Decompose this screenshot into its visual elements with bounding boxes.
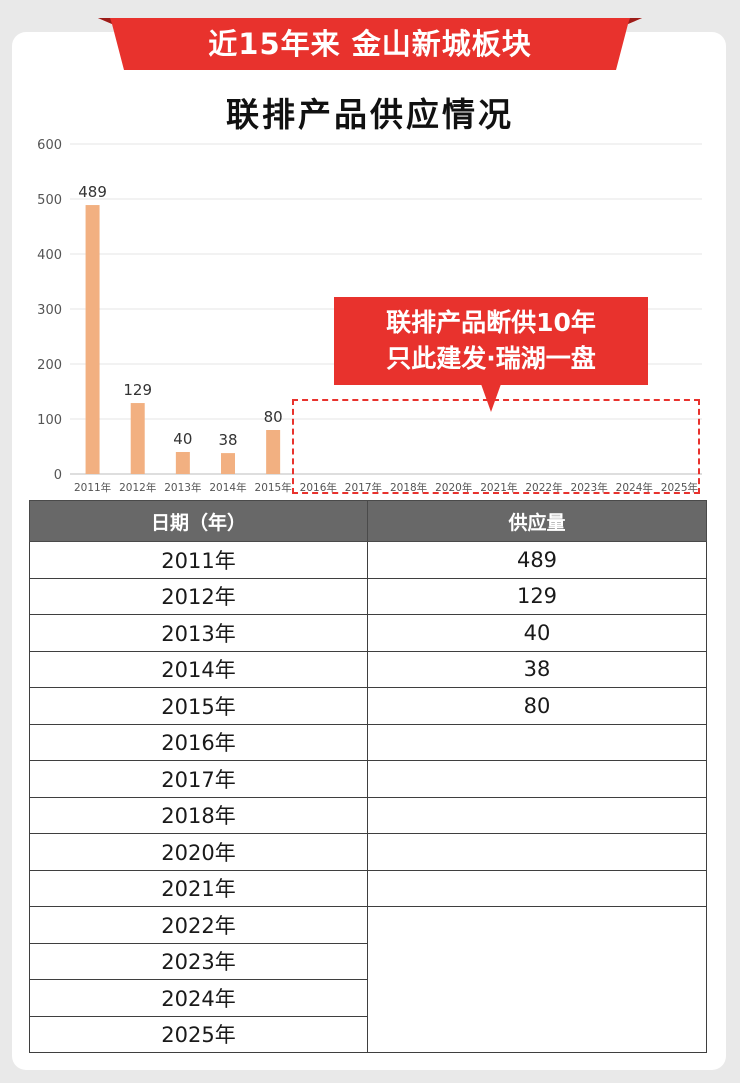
supply-cell: 40 — [367, 614, 707, 652]
callout-line-2: 只此建发·瑞湖一盘 — [386, 344, 596, 373]
chart-title: 联排产品供应情况 — [226, 95, 514, 134]
x-tick-label: 2015年 — [255, 481, 292, 494]
x-tick-label: 2020年 — [435, 481, 472, 494]
table-row: 2024年 — [29, 979, 707, 1017]
y-tick-label: 400 — [37, 248, 62, 263]
table-row: 2011年 489 — [29, 541, 707, 579]
data-label: 80 — [264, 408, 283, 426]
supply-cell: 38 — [367, 650, 707, 688]
supply-cell: 489 — [367, 541, 707, 579]
x-tick-label: 2014年 — [209, 481, 246, 494]
x-tick-label: 2022年 — [525, 481, 562, 494]
year-cell: 2017年 — [29, 760, 368, 798]
year-cell: 2022年 — [29, 906, 368, 944]
callout-pointer — [481, 384, 501, 412]
year-cell: 2025年 — [29, 1015, 368, 1053]
table-row: 2018年 — [29, 796, 707, 834]
table-row: 2025年 — [29, 1015, 707, 1053]
year-cell: 2018年 — [29, 796, 368, 834]
x-tick-label: 2016年 — [300, 481, 337, 494]
x-tick-label: 2021年 — [480, 481, 517, 494]
year-cell: 2024年 — [29, 979, 368, 1017]
y-tick-label: 200 — [37, 358, 62, 373]
supply-cell — [367, 869, 707, 907]
bar — [221, 453, 235, 474]
header-banner: 近15年来 金山新城板块 — [98, 18, 642, 70]
no-supply-highlight-box — [292, 399, 700, 494]
data-label: 129 — [123, 381, 152, 399]
supply-cell-merged — [367, 906, 707, 1053]
supply-table: 日期（年） 供应量 2011年 489 2012年 129 2013年 40 2014年 38… — [29, 500, 707, 1053]
year-cell: 2021年 — [29, 869, 368, 907]
bar — [130, 403, 145, 474]
bar — [175, 452, 190, 474]
y-tick-label: 300 — [37, 303, 62, 318]
table-row: 2013年 40 — [29, 614, 707, 652]
data-label: 489 — [78, 183, 107, 201]
x-tick-label: 2013年 — [164, 481, 201, 494]
table-row: 2015年 80 — [29, 687, 707, 725]
callout-box: 联排产品断供10年 只此建发·瑞湖一盘 — [334, 297, 648, 385]
table-row: 2021年 — [29, 869, 707, 907]
callout-line-1: 联排产品断供10年 — [386, 308, 596, 337]
table-row: 2017年 — [29, 760, 707, 798]
supply-cell — [367, 723, 707, 761]
table-row: 2022年 — [29, 906, 707, 1053]
table-header-row: 日期（年） 供应量 — [29, 500, 707, 542]
bar — [266, 430, 281, 474]
table-row: 2014年 38 — [29, 650, 707, 688]
y-tick-label: 100 — [37, 413, 62, 428]
data-label: 40 — [173, 430, 192, 448]
x-tick-label: 2017年 — [345, 481, 382, 494]
x-tick-label: 2011年 — [74, 481, 111, 494]
table-row: 2016年 — [29, 723, 707, 761]
x-tick-label: 2024年 — [616, 481, 653, 494]
year-cell: 2014年 — [29, 650, 368, 688]
supply-cell: 80 — [367, 687, 707, 725]
banner-ribbon — [98, 18, 642, 70]
column-header-year: 日期（年） — [29, 500, 368, 542]
x-tick-label: 2023年 — [571, 481, 608, 494]
supply-cell — [367, 760, 707, 798]
year-cell: 2020年 — [29, 833, 368, 871]
supply-cell — [367, 796, 707, 834]
year-cell: 2012年 — [29, 577, 368, 615]
x-tick-label: 2025年 — [661, 481, 698, 494]
table-row: 2012年 129 — [29, 577, 707, 615]
year-cell: 2013年 — [29, 614, 368, 652]
y-tick-label: 600 — [37, 138, 62, 153]
year-cell: 2016年 — [29, 723, 368, 761]
year-cell: 2023年 — [29, 942, 368, 980]
table-row: 2020年 — [29, 833, 707, 871]
x-tick-label: 2018年 — [390, 481, 427, 494]
y-tick-label: 500 — [37, 193, 62, 208]
y-tick-label: 0 — [54, 468, 62, 483]
banner-title: 近15年来 金山新城板块 — [208, 27, 532, 61]
table-row: 2023年 — [29, 942, 707, 980]
supply-cell — [367, 833, 707, 871]
column-header-supply: 供应量 — [367, 500, 707, 542]
year-cell: 2011年 — [29, 541, 368, 579]
bar-chart: 0 100 200 300 400 500 600 489 2011年 129 2012年 40 201… — [37, 138, 702, 494]
table-body: 2011年 489 2012年 129 2013年 40 2014年 38 2015年 80 201… — [29, 541, 707, 1053]
year-cell: 2015年 — [29, 687, 368, 725]
x-tick-label: 2012年 — [119, 481, 156, 494]
bar — [85, 205, 100, 475]
data-label: 38 — [218, 431, 237, 449]
supply-cell: 129 — [367, 577, 707, 615]
